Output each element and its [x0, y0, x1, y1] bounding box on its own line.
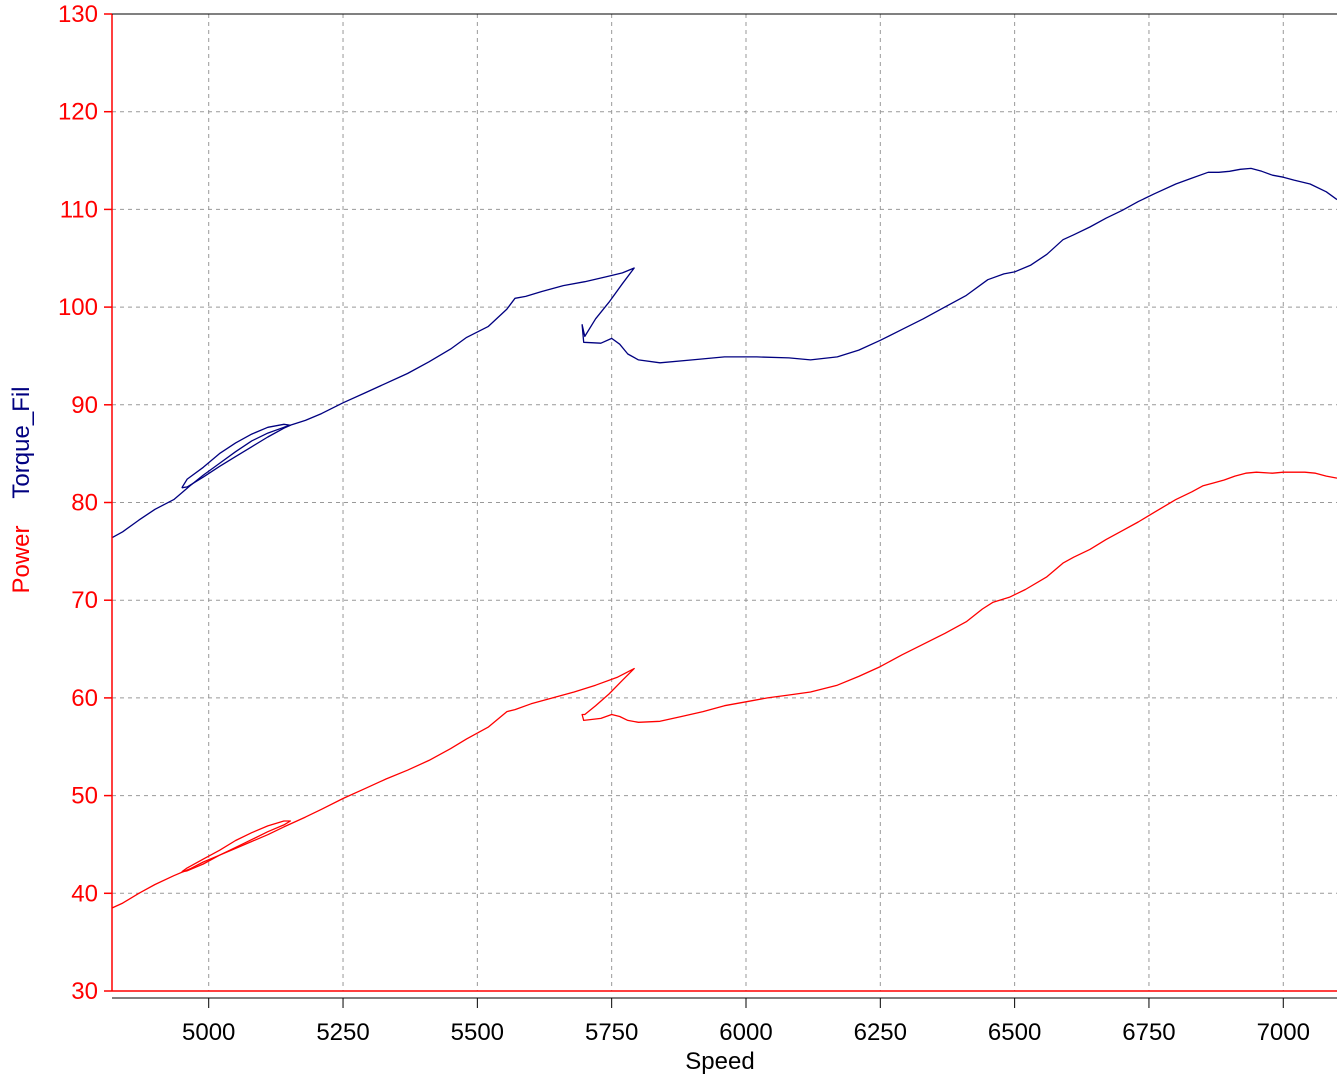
- x-tick-label: 6250: [854, 1019, 907, 1046]
- x-axis-title: Speed: [685, 1048, 755, 1075]
- grid-lines: [112, 13, 1337, 991]
- series-line-torque-fil: [111, 167, 1337, 539]
- y-axis-title: Power Torque_Fil: [0, 0, 44, 1086]
- y-axis-title-text: Power Torque_Fil: [8, 387, 36, 594]
- y-tick-label: 100: [58, 294, 98, 321]
- y-axis-title-torque: Torque_Fil: [8, 386, 35, 499]
- series-line-power: [111, 471, 1337, 909]
- y-tick-label: 130: [58, 1, 98, 28]
- x-tick-label: 7000: [1257, 1019, 1310, 1046]
- y-axis-title-power: Power: [8, 525, 35, 594]
- series-loop-torque-fil: [181, 423, 292, 489]
- y-tick-label: 50: [71, 783, 98, 810]
- x-tick-label: 6000: [719, 1019, 772, 1046]
- y-tick-label: 120: [58, 99, 98, 126]
- y-tick-label: 70: [71, 587, 98, 614]
- series-layer: [111, 167, 1337, 909]
- y-tick-label: 90: [71, 392, 98, 419]
- x-tick-label: 5250: [316, 1019, 369, 1046]
- series-loop-power: [181, 820, 292, 873]
- x-tick-label: 6500: [988, 1019, 1041, 1046]
- x-tick-label: 5750: [585, 1019, 638, 1046]
- y-tick-label: 40: [71, 880, 98, 907]
- y-tick-label: 30: [71, 978, 98, 1005]
- x-tick-label: 6750: [1122, 1019, 1175, 1046]
- y-tick-label: 60: [71, 685, 98, 712]
- x-tick-label: 5000: [182, 1019, 235, 1046]
- y-tick-label: 80: [71, 490, 98, 517]
- axes: [104, 13, 1337, 1008]
- tick-labels: 30 40 50 60 70 80 90 100 110 120 130 5000 5250 5500 57…: [58, 1, 1310, 1046]
- y-tick-label: 110: [60, 196, 98, 223]
- x-tick-label: 5500: [451, 1019, 504, 1046]
